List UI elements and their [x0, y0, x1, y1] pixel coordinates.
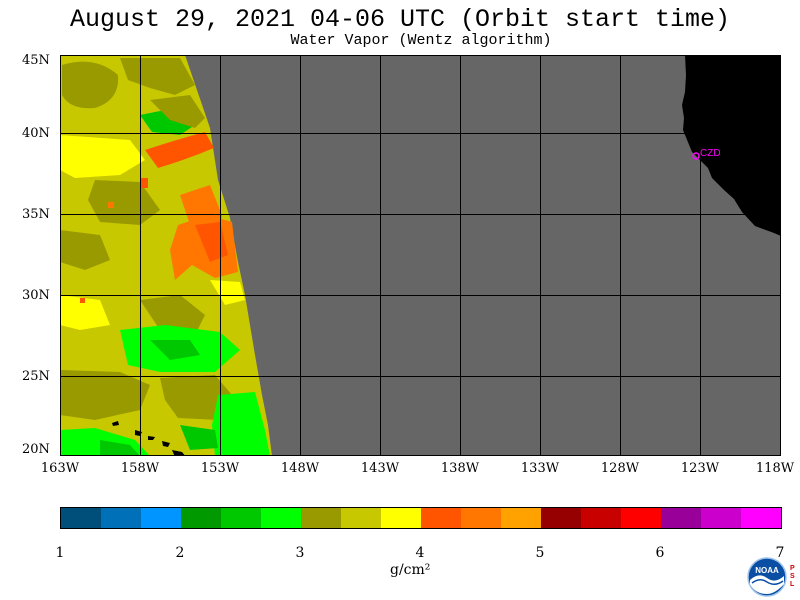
colorbar-swatch	[181, 508, 221, 528]
colorbar-swatch	[381, 508, 421, 528]
lon-label-128w: 128W	[600, 461, 640, 476]
colorbar-tick-6: 6	[655, 545, 665, 561]
colorbar-unit: g/cm²	[390, 562, 431, 578]
lon-label-143w: 143W	[360, 461, 400, 476]
colorbar-tick-1: 1	[55, 545, 65, 561]
lon-label-133w: 133W	[520, 461, 560, 476]
colorbar-swatch	[261, 508, 301, 528]
colorbar-swatch	[541, 508, 581, 528]
colorbar-swatch	[741, 508, 781, 528]
colorbar-tick-4: 4	[415, 545, 425, 561]
lat-label-40n: 40N	[22, 126, 50, 141]
colorbar-swatch	[141, 508, 181, 528]
lat-label-45n: 45N	[22, 53, 50, 68]
colorbar	[60, 507, 782, 529]
map-subtitle: Water Vapor (Wentz algorithm)	[290, 32, 552, 49]
lat-label-35n: 35N	[22, 207, 50, 222]
colorbar-tick-5: 5	[535, 545, 545, 561]
colorbar-swatch	[581, 508, 621, 528]
map-title: August 29, 2021 04-06 UTC (Orbit start t…	[69, 5, 731, 34]
lon-label-118w: 118W	[755, 461, 795, 476]
lon-label-138w: 138W	[440, 461, 480, 476]
lon-label-123w: 123W	[680, 461, 720, 476]
colorbar-swatch	[101, 508, 141, 528]
colorbar-swatch	[61, 508, 101, 528]
noaa-logo-text: NOAA	[755, 566, 779, 575]
colorbar-swatch	[701, 508, 741, 528]
colorbar-tick-7: 7	[775, 545, 785, 561]
lat-label-20n: 20N	[22, 442, 50, 457]
satellite-swath	[60, 55, 272, 456]
colorbar-swatch	[621, 508, 661, 528]
colorbar-swatch	[221, 508, 261, 528]
lat-label-30n: 30N	[22, 288, 50, 303]
colorbar-swatch	[661, 508, 701, 528]
colorbar-swatch	[501, 508, 541, 528]
water-vapor-map: CZD	[60, 55, 781, 456]
lon-label-153w: 153W	[200, 461, 240, 476]
colorbar-swatch	[461, 508, 501, 528]
lat-label-25n: 25N	[22, 369, 50, 384]
lon-label-158w: 158W	[120, 461, 160, 476]
station-czd-label: CZD	[700, 148, 721, 159]
colorbar-tick-2: 2	[175, 545, 185, 561]
map-frame	[60, 55, 781, 456]
lon-label-148w: 148W	[280, 461, 320, 476]
colorbar-tick-3: 3	[295, 545, 305, 561]
noaa-logo: NOAA	[747, 557, 787, 597]
colorbar-swatch	[301, 508, 341, 528]
colorbar-frame	[60, 507, 782, 529]
land-north-america	[682, 55, 781, 236]
colorbar-swatch	[421, 508, 461, 528]
colorbar-swatch	[341, 508, 381, 528]
station-czd-marker	[692, 152, 700, 160]
map-grid	[60, 55, 781, 456]
lon-label-163w: 163W	[40, 461, 80, 476]
